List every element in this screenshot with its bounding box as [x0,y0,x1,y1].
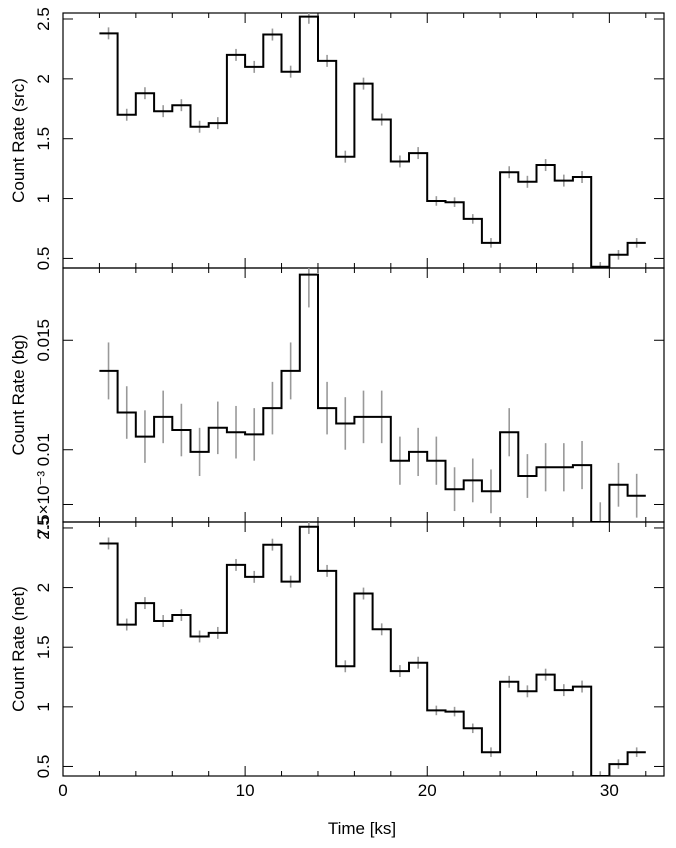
y-tick-label: 2 [34,74,53,83]
series-group [99,522,646,776]
step-line-2 [99,273,646,522]
panel-3: 0.5 1 1.5 2 2.5 Count Rate (net) [9,516,665,779]
panel-frame [62,12,665,269]
panel-1: 0.5 1 1.5 2 2.5 Count Rate (src) [9,7,665,271]
panel-2: 7.5×10⁻³ 0.01 0.015 Count Rate (bg) [9,267,665,538]
x-axis-title: Time [ks] [328,819,396,838]
y-tick-label: 2.5 [34,7,53,31]
x-tick-label: 10 [236,781,255,800]
x-tick-label: 30 [600,781,619,800]
x-tick-label: 0 [58,781,67,800]
y-axis-title: Count Rate (bg) [9,335,28,456]
y-tick-label: 1 [34,702,53,711]
y-axis-title: Count Rate (src) [9,78,28,203]
y-tick-label: 2 [34,583,53,592]
y-tick-label: 0.5 [34,247,53,271]
panel-frame [62,521,665,777]
x-tick-label: 20 [418,781,437,800]
y-axis-title: Count Rate (net) [9,586,28,712]
step-line-3 [99,525,646,776]
y-tick-label: 7.5×10⁻³ [34,471,53,538]
step-line-1 [99,15,646,268]
y-tick-label: 1 [34,194,53,203]
y-tick-label: 1.5 [34,127,53,151]
y-tick-label: 0.5 [34,755,53,779]
y-tick-label: 0.01 [34,433,53,466]
y-tick-label: 2.5 [34,516,53,540]
series-group [99,268,646,522]
y-tick-label: 0.015 [34,319,53,362]
y-tick-label: 1.5 [34,635,53,659]
series-group [99,13,646,268]
